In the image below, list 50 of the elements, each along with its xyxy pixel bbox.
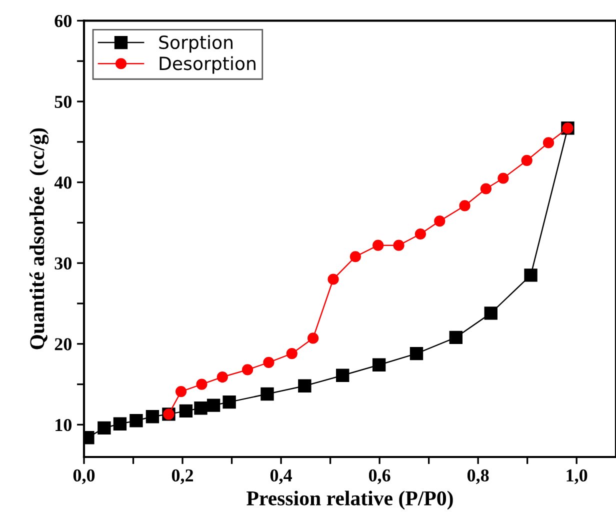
x-tick-label: 0,4 xyxy=(270,469,292,484)
point xyxy=(113,417,127,430)
point xyxy=(542,137,554,148)
point xyxy=(410,346,424,360)
point xyxy=(480,183,492,194)
point xyxy=(308,332,319,344)
point xyxy=(336,368,350,382)
point xyxy=(459,200,470,212)
point xyxy=(196,378,208,390)
point xyxy=(328,274,339,285)
y-tick-label: 40 xyxy=(54,176,72,189)
y-tick-label: 60 xyxy=(54,14,72,28)
point xyxy=(260,387,274,401)
point xyxy=(263,356,274,368)
x-tick-label: 0,2 xyxy=(172,469,194,484)
x-tick-label: 1,0 xyxy=(566,469,588,484)
point xyxy=(286,348,298,360)
y-tick-label: 10 xyxy=(56,418,72,432)
y-tick-label: 20 xyxy=(54,338,72,350)
x-tick-label: 0,0 xyxy=(73,469,95,484)
point xyxy=(216,371,228,383)
point xyxy=(521,154,532,166)
point xyxy=(98,421,111,435)
point xyxy=(484,306,498,320)
point xyxy=(524,268,538,282)
point xyxy=(179,404,193,418)
point xyxy=(372,240,384,251)
point xyxy=(298,379,312,392)
x-tick-label: 0,8 xyxy=(467,469,489,484)
point xyxy=(206,398,220,412)
point xyxy=(146,410,160,424)
point xyxy=(498,172,509,184)
point xyxy=(242,364,254,376)
x-tick-label: 0,6 xyxy=(368,469,390,484)
y-tick-label: 50 xyxy=(54,96,72,108)
point xyxy=(434,216,446,227)
point xyxy=(175,386,187,398)
legend-label: Desorption xyxy=(160,56,256,74)
point xyxy=(350,251,361,262)
point xyxy=(393,240,404,251)
y-axis-title: Quantité adsorbée (cc/g) xyxy=(30,128,49,350)
point xyxy=(222,395,236,409)
point xyxy=(130,414,143,428)
point xyxy=(414,228,426,240)
y-tick-label: 30 xyxy=(54,257,72,270)
point xyxy=(194,402,208,415)
point xyxy=(449,330,463,344)
point xyxy=(372,358,386,372)
legend-label: Sorption xyxy=(159,35,232,53)
x-axis-title: Pression relative (P/P0) xyxy=(246,490,453,510)
